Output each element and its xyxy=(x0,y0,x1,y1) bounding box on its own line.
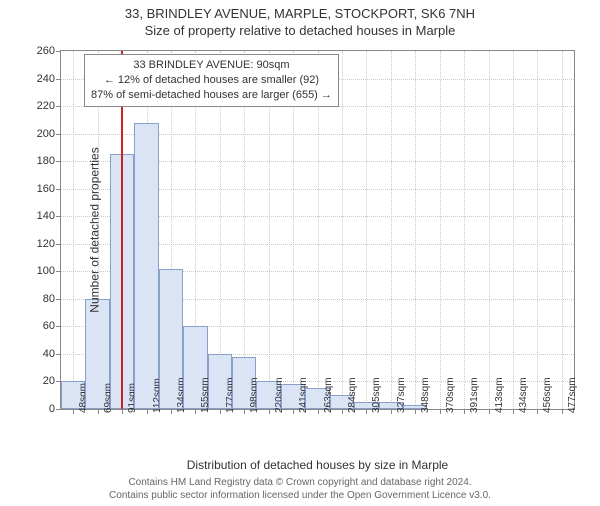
x-tick-mark xyxy=(366,409,367,414)
x-tick-label: 391sqm xyxy=(469,377,480,413)
gridline-vertical xyxy=(464,51,465,409)
x-tick-mark xyxy=(440,409,441,414)
y-tick-label: 0 xyxy=(49,403,55,415)
y-tick-label: 60 xyxy=(43,320,55,332)
x-tick-mark xyxy=(220,409,221,414)
x-tick-mark xyxy=(293,409,294,414)
gridline-vertical xyxy=(366,51,367,409)
x-axis-label: Distribution of detached houses by size … xyxy=(60,458,575,472)
histogram-bar xyxy=(134,123,158,409)
callout-line-smaller: ← 12% of detached houses are smaller (92… xyxy=(91,73,332,88)
y-tick-label: 20 xyxy=(43,375,55,387)
histogram-chart: 02040608010012014016018020022024026048sq… xyxy=(60,50,575,410)
y-tick-mark xyxy=(56,354,61,355)
gridline-vertical xyxy=(562,51,563,409)
y-tick-mark xyxy=(56,244,61,245)
y-tick-mark xyxy=(56,409,61,410)
x-tick-mark xyxy=(464,409,465,414)
y-tick-label: 200 xyxy=(37,128,55,140)
x-tick-mark xyxy=(342,409,343,414)
x-tick-mark xyxy=(513,409,514,414)
x-tick-label: 370sqm xyxy=(445,377,456,413)
x-tick-mark xyxy=(98,409,99,414)
x-tick-mark xyxy=(537,409,538,414)
gridline-vertical xyxy=(513,51,514,409)
x-tick-label: 477sqm xyxy=(567,377,578,413)
x-tick-mark xyxy=(562,409,563,414)
x-tick-mark xyxy=(171,409,172,414)
y-tick-label: 180 xyxy=(37,155,55,167)
x-tick-mark xyxy=(415,409,416,414)
x-tick-mark xyxy=(147,409,148,414)
gridline-vertical xyxy=(73,51,74,409)
footer-line-2: Contains public sector information licen… xyxy=(0,490,600,503)
y-tick-mark xyxy=(56,51,61,52)
x-tick-mark xyxy=(73,409,74,414)
gridline-vertical xyxy=(537,51,538,409)
gridline-vertical xyxy=(415,51,416,409)
gridline-vertical xyxy=(342,51,343,409)
footer-line-1: Contains HM Land Registry data © Crown c… xyxy=(0,477,600,490)
y-tick-mark xyxy=(56,161,61,162)
y-tick-mark xyxy=(56,326,61,327)
x-tick-label: 348sqm xyxy=(420,377,431,413)
y-tick-mark xyxy=(56,271,61,272)
y-tick-mark xyxy=(56,79,61,80)
y-tick-mark xyxy=(56,189,61,190)
y-tick-label: 240 xyxy=(37,73,55,85)
x-tick-mark xyxy=(269,409,270,414)
y-tick-label: 40 xyxy=(43,348,55,360)
callout-line-larger: 87% of semi-detached houses are larger (… xyxy=(91,88,332,103)
y-axis-label: Number of detached properties xyxy=(88,147,102,312)
y-tick-label: 120 xyxy=(37,238,55,250)
x-tick-label: 413sqm xyxy=(494,377,505,413)
y-tick-label: 140 xyxy=(37,210,55,222)
x-tick-label: 434sqm xyxy=(518,377,529,413)
gridline-vertical xyxy=(489,51,490,409)
x-tick-mark xyxy=(318,409,319,414)
callout-line-size: 33 BRINDLEY AVENUE: 90sqm xyxy=(91,58,332,73)
x-tick-mark xyxy=(489,409,490,414)
x-tick-mark xyxy=(122,409,123,414)
y-tick-mark xyxy=(56,106,61,107)
y-tick-label: 100 xyxy=(37,265,55,277)
y-tick-mark xyxy=(56,216,61,217)
y-tick-label: 220 xyxy=(37,100,55,112)
page-subtitle: Size of property relative to detached ho… xyxy=(0,23,600,38)
y-tick-mark xyxy=(56,299,61,300)
y-tick-label: 260 xyxy=(37,45,55,57)
attribution-footer: Contains HM Land Registry data © Crown c… xyxy=(0,477,600,502)
y-tick-label: 160 xyxy=(37,183,55,195)
y-tick-label: 80 xyxy=(43,293,55,305)
x-tick-mark xyxy=(244,409,245,414)
gridline-vertical xyxy=(440,51,441,409)
x-tick-mark xyxy=(195,409,196,414)
page-title-address: 33, BRINDLEY AVENUE, MARPLE, STOCKPORT, … xyxy=(0,6,600,21)
x-tick-mark xyxy=(391,409,392,414)
property-callout-box: 33 BRINDLEY AVENUE: 90sqm ← 12% of detac… xyxy=(84,54,339,107)
y-tick-mark xyxy=(56,134,61,135)
x-tick-label: 456sqm xyxy=(542,377,553,413)
gridline-vertical xyxy=(391,51,392,409)
